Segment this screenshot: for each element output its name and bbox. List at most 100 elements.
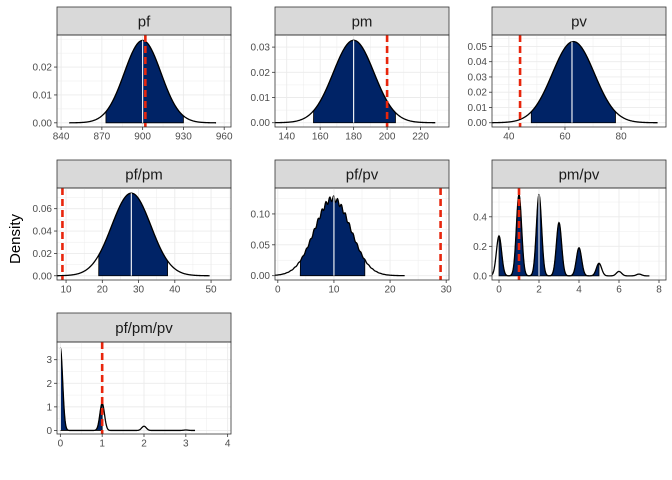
x-tick-label: 160 [312, 132, 329, 143]
x-tick-label: 4 [225, 439, 231, 450]
y-tick-label: 0.02 [251, 68, 271, 79]
x-tick-label: 20 [97, 285, 109, 296]
x-tick-label: 0 [275, 285, 281, 296]
x-tick-label: 1 [99, 439, 105, 450]
x-tick-label: 10 [61, 285, 73, 296]
panel-grid [57, 342, 231, 434]
x-tick-label: 840 [53, 132, 70, 143]
facet-panel: pv 40 60 80 0.00 0.01 0.02 0.03 0.04 0.05 [468, 6, 667, 143]
y-tick-label: 0.10 [251, 209, 271, 220]
x-tick-label: 40 [503, 132, 515, 143]
facet-strip-label: pf/pm [125, 167, 163, 184]
density-layer [69, 35, 217, 127]
panel-border [274, 187, 450, 281]
facet-panel: pm 140 160 180 200 220 0.00 0.01 0.02 0.03 [251, 6, 450, 143]
x-tick-label: 4 [576, 285, 582, 296]
density-layer [275, 35, 436, 127]
y-tick-label: 0.01 [251, 93, 271, 104]
x-tick-label: 960 [216, 132, 233, 143]
y-tick-label: 0.00 [251, 271, 271, 282]
facet-strip [491, 6, 667, 36]
y-tick-label: 0.2 [473, 242, 487, 253]
y-tick-label: 1 [46, 402, 52, 413]
x-tick-label: 0 [58, 439, 64, 450]
y-tick-label: 0 [46, 426, 52, 437]
y-tick-label: 0.03 [251, 43, 271, 54]
x-tick-label: 20 [385, 285, 397, 296]
density-interval-area [313, 39, 396, 124]
panel-grid [492, 188, 666, 280]
facet-strip-label: pf/pv [346, 167, 379, 184]
y-tick-label: 0.06 [33, 204, 53, 215]
x-tick-label: 2 [141, 439, 147, 450]
facet-strip-label: pm/pv [559, 167, 600, 184]
density-curve [275, 39, 436, 124]
density-curve [275, 195, 405, 277]
x-tick-label: 40 [169, 285, 181, 296]
x-tick-label: 870 [94, 132, 111, 143]
x-tick-label: 900 [134, 132, 151, 143]
x-tick-label: 930 [175, 132, 192, 143]
x-tick-label: 180 [345, 132, 362, 143]
x-tick-label: 30 [133, 285, 145, 296]
facet-strip-label: pv [571, 14, 587, 31]
facet-panel: pf/pv 0 10 20 30 0.00 0.05 0.10 [251, 159, 452, 296]
density-layer [59, 342, 196, 434]
facet-strip [274, 159, 450, 189]
density-interval-area [98, 192, 168, 277]
panel-border [491, 34, 667, 128]
facet-strip-label: pm [352, 14, 373, 31]
panel-border [56, 187, 232, 281]
density-interval-area [530, 41, 616, 124]
y-tick-label: 0.0 [473, 271, 487, 282]
facet-strip-label: pf [138, 14, 151, 31]
x-tick-label: 50 [206, 285, 218, 296]
facet-panel: pf/pm 10 20 30 40 50 0.00 0.02 0.04 0.06 [33, 159, 232, 296]
facet-panel: pf/pm/pv 0 1 2 3 4 0 1 2 3 [46, 312, 232, 450]
facet-strip [56, 6, 232, 36]
facet-strip-label: pf/pm/pv [115, 320, 173, 337]
x-tick-label: 3 [183, 439, 189, 450]
panel-border [56, 34, 232, 128]
y-tick-label: 0.00 [251, 118, 271, 129]
facet-strip [274, 6, 450, 36]
x-tick-label: 2 [536, 285, 542, 296]
facet-strip [56, 159, 232, 189]
y-tick-label: 0.01 [468, 103, 488, 114]
density-curve [69, 39, 217, 124]
x-tick-label: 200 [379, 132, 396, 143]
y-tick-label: 0.02 [33, 249, 53, 260]
y-tick-label: 0.01 [33, 90, 53, 101]
y-axis-label: Density [7, 213, 24, 264]
y-tick-label: 0.05 [251, 240, 271, 251]
x-tick-label: 8 [656, 285, 662, 296]
y-tick-label: 0.4 [473, 212, 487, 223]
x-tick-label: 220 [412, 132, 429, 143]
y-tick-label: 0.00 [33, 118, 53, 129]
panel-border [274, 34, 450, 128]
y-tick-label: 0.04 [468, 57, 488, 68]
facet-strip [491, 159, 667, 189]
y-tick-label: 0.05 [468, 42, 488, 53]
x-tick-label: 80 [616, 132, 628, 143]
x-tick-label: 0 [496, 285, 502, 296]
y-tick-label: 0.03 [468, 72, 488, 83]
y-tick-label: 0.02 [468, 88, 488, 99]
density-curve [59, 347, 196, 432]
density-curve [492, 40, 658, 124]
facet-panel: pm/pv 0 2 4 6 8 0.0 0.2 0.4 [473, 159, 667, 296]
y-tick-label: 0.00 [468, 118, 488, 129]
density-layer [275, 188, 442, 280]
density-curve [492, 193, 650, 277]
y-tick-label: 0.04 [33, 227, 53, 238]
x-tick-label: 10 [328, 285, 340, 296]
panel-grid [492, 35, 666, 127]
density-interval-area [299, 195, 366, 277]
facet-strip [56, 312, 232, 343]
y-tick-label: 0.02 [33, 63, 53, 74]
x-tick-label: 6 [616, 285, 622, 296]
y-tick-label: 2 [46, 379, 52, 390]
y-tick-label: 3 [46, 355, 52, 366]
x-tick-label: 140 [278, 132, 295, 143]
